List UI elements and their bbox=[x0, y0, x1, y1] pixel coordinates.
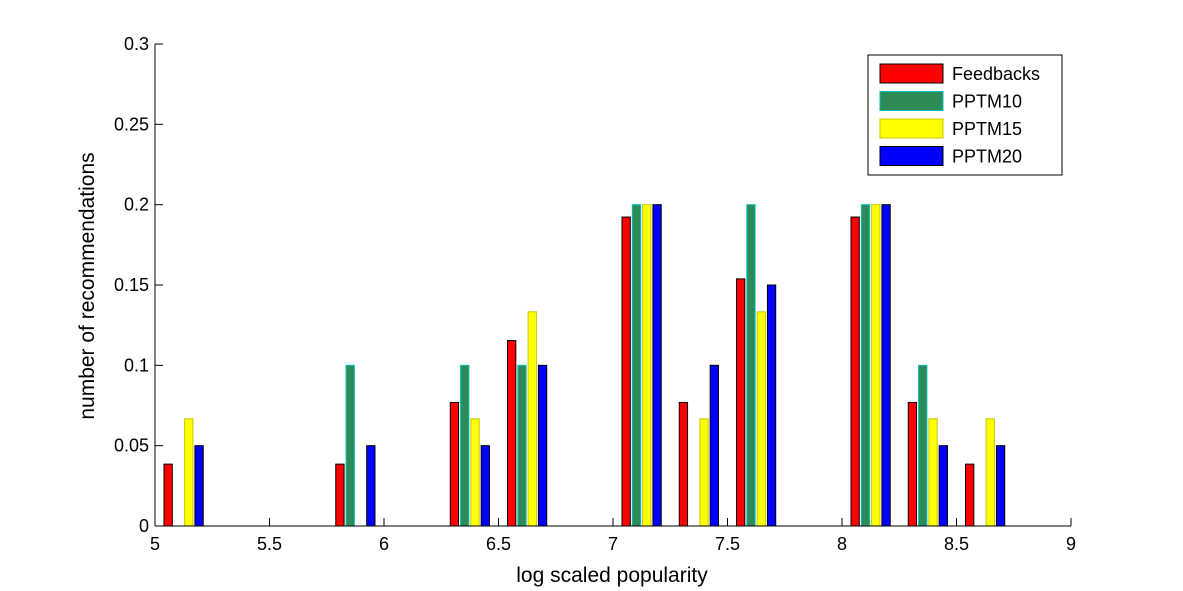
legend: Feedbacks PPTM10 PPTM15 PPTM20 bbox=[867, 54, 1063, 176]
legend-swatch bbox=[879, 146, 944, 166]
bar bbox=[470, 418, 480, 527]
bar bbox=[460, 364, 470, 527]
bar bbox=[736, 278, 746, 527]
y-tick-label: 0.05 bbox=[114, 436, 149, 456]
x-tick-label: 8.5 bbox=[944, 534, 969, 554]
bar bbox=[335, 463, 345, 527]
bar bbox=[850, 216, 860, 527]
bar bbox=[938, 445, 948, 527]
legend-label: PPTM10 bbox=[952, 92, 1022, 112]
bar bbox=[527, 311, 537, 527]
legend-label: Feedbacks bbox=[952, 64, 1040, 84]
x-tick-label: 5.5 bbox=[257, 534, 282, 554]
bar bbox=[756, 311, 766, 527]
bar bbox=[985, 418, 995, 527]
legend-label: PPTM15 bbox=[952, 119, 1022, 139]
bar bbox=[928, 418, 938, 527]
y-axis-label: number of recommendations bbox=[76, 152, 99, 419]
x-tick-label: 6 bbox=[379, 534, 389, 554]
bar bbox=[507, 340, 517, 527]
bar bbox=[860, 204, 871, 527]
y-tick-label: 0.1 bbox=[124, 355, 149, 375]
y-tick-label: 0.25 bbox=[114, 114, 149, 134]
ticks-layer: 5 5.5 6 6.5 7 7.5 8 8.5 9 0 0.05 0.1 0.15 0.2 0.25 0.3 bbox=[114, 34, 1076, 554]
y-tick-label: 0.2 bbox=[124, 195, 149, 215]
bar bbox=[699, 418, 709, 527]
bar bbox=[366, 445, 376, 527]
bar bbox=[652, 204, 662, 527]
bar bbox=[449, 401, 460, 527]
bar bbox=[881, 204, 891, 527]
bar bbox=[871, 204, 881, 527]
bar bbox=[631, 204, 642, 527]
bar bbox=[621, 216, 631, 527]
x-axis-label: log scaled popularity bbox=[516, 564, 708, 587]
x-tick-label: 6.5 bbox=[486, 534, 511, 554]
bar bbox=[746, 204, 756, 527]
bar bbox=[642, 204, 652, 527]
x-tick-label: 8 bbox=[837, 534, 847, 554]
bar bbox=[480, 445, 490, 527]
bar bbox=[918, 364, 928, 527]
bar bbox=[766, 284, 777, 527]
y-tick-label: 0.15 bbox=[114, 275, 149, 295]
x-tick-label: 7.5 bbox=[715, 534, 740, 554]
bar bbox=[965, 463, 975, 527]
bar bbox=[709, 364, 719, 527]
bar bbox=[184, 418, 194, 527]
bar bbox=[907, 401, 918, 527]
legend-swatch bbox=[879, 63, 944, 84]
y-tick-label: 0.3 bbox=[124, 34, 149, 54]
y-tick-label: 0 bbox=[139, 516, 149, 536]
bar bbox=[517, 364, 527, 527]
legend-swatch bbox=[879, 118, 944, 139]
bar bbox=[345, 364, 355, 527]
legend-label: PPTM20 bbox=[952, 147, 1022, 167]
bar bbox=[194, 445, 204, 527]
legend-swatch bbox=[879, 91, 944, 111]
x-tick-label: 7 bbox=[608, 534, 618, 554]
bar bbox=[995, 445, 1006, 527]
x-tick-label: 9 bbox=[1066, 534, 1076, 554]
x-tick-label: 5 bbox=[150, 534, 160, 554]
series-pptm20 bbox=[194, 204, 1006, 527]
bar bbox=[678, 401, 689, 527]
bar bbox=[537, 364, 548, 527]
bar bbox=[163, 463, 173, 527]
